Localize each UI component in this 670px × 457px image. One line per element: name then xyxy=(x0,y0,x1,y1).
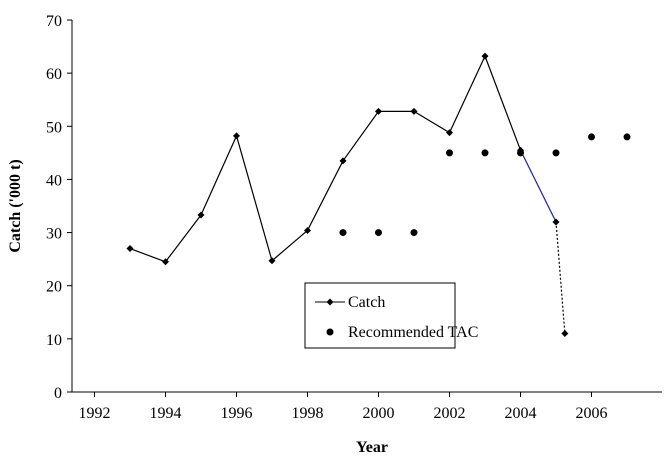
catch-point xyxy=(233,132,240,140)
catch-line xyxy=(448,55,486,133)
catch-point xyxy=(126,245,134,253)
tac-point xyxy=(588,133,595,141)
catch-line xyxy=(484,55,522,151)
y-tick-label: 30 xyxy=(46,226,62,243)
catch-point xyxy=(197,211,205,219)
catch-point xyxy=(339,157,347,165)
tac-point xyxy=(623,133,631,141)
x-tick-label: 2006 xyxy=(576,405,608,422)
catch-line xyxy=(200,135,238,216)
catch-line xyxy=(306,160,344,231)
y-tick-label: 40 xyxy=(46,172,62,189)
catch-point xyxy=(268,257,276,265)
y-tick-label: 70 xyxy=(46,13,62,30)
catch-point xyxy=(304,226,311,234)
catch-point xyxy=(446,129,453,137)
catch-line xyxy=(235,135,273,261)
tac-point xyxy=(410,229,418,237)
tac-point xyxy=(517,149,524,157)
tac-point xyxy=(339,229,347,237)
catch-line xyxy=(342,111,379,162)
tac-point xyxy=(446,149,453,157)
x-tick-label: 1996 xyxy=(221,405,253,422)
y-axis-title: Catch ('000 t) xyxy=(7,159,24,252)
y-tick-label: 10 xyxy=(46,332,62,349)
tac-point xyxy=(552,149,560,157)
catch-line xyxy=(271,229,308,262)
tac-point xyxy=(375,229,382,237)
legend-marker xyxy=(326,328,334,336)
catch-line xyxy=(129,247,166,263)
catch-point xyxy=(561,330,569,338)
tac-point xyxy=(481,149,489,157)
catch-point xyxy=(375,107,382,115)
x-tick-label: 2002 xyxy=(434,405,466,422)
catch-line xyxy=(165,214,202,263)
catch-point xyxy=(162,258,169,266)
catch-point xyxy=(552,218,560,226)
y-tick-label: 50 xyxy=(46,119,62,136)
catch-line xyxy=(519,149,557,223)
legend-marker xyxy=(326,298,334,306)
catch-point xyxy=(481,52,489,60)
legend-label: Catch xyxy=(348,294,385,311)
x-tick-label: 1998 xyxy=(292,405,324,422)
y-tick-label: 0 xyxy=(54,385,62,402)
legend-box xyxy=(304,282,456,349)
y-tick-label: 20 xyxy=(46,279,62,296)
catch-line xyxy=(555,221,566,334)
x-tick-label: 2004 xyxy=(505,405,537,422)
x-tick-label: 2000 xyxy=(363,405,395,422)
y-tick-label: 60 xyxy=(46,66,62,83)
legend-label: Recommended TAC xyxy=(348,324,478,341)
x-tick-label: 1994 xyxy=(150,405,182,422)
x-axis-title: Year xyxy=(356,439,388,456)
catch-line xyxy=(413,110,450,134)
x-tick-label: 1992 xyxy=(79,405,111,422)
catch-point xyxy=(410,107,418,115)
